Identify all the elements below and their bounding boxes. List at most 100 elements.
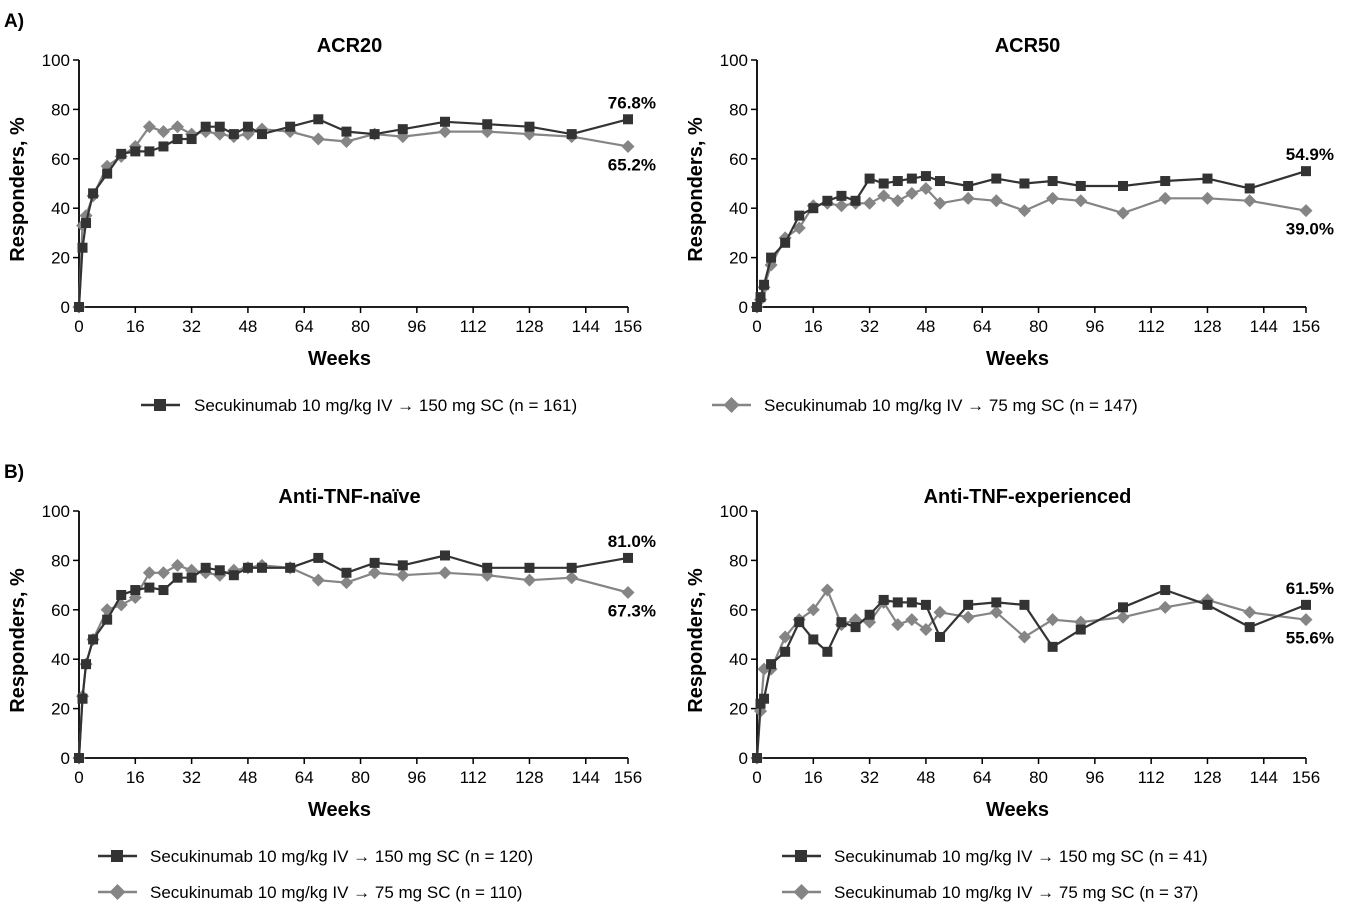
chart-acr20: ACR20 0 20 40 60 80 100 0 16 32 48 64 80 96 112 128 144 1… [7,35,656,370]
data-point-square [836,190,847,201]
x-tick-label: 156 [614,768,642,787]
y-tick-label: 80 [51,100,70,119]
data-point-diamond [919,623,933,637]
data-point-square [1202,599,1213,610]
legend-b-right: Secukinumab 10 mg/kg IV → 150 mg SC (n =… [782,847,1208,902]
chart-title: ACR50 [995,35,1061,57]
x-tick-label: 80 [351,768,370,787]
data-point-square [102,614,113,625]
y-tick-label: 20 [51,249,70,268]
data-point-diamond [171,558,185,572]
data-point-square [1202,173,1213,184]
x-tick-label: 48 [916,768,935,787]
legend-label: Secukinumab 10 mg/kg IV → 75 mg SC (n = … [150,883,522,902]
x-tick-label: 0 [752,317,761,336]
y-tick-label: 40 [51,650,70,669]
panel-label-b: B) [4,462,24,483]
data-point-diamond [1046,191,1060,205]
data-point-diamond [1299,613,1313,627]
x-tick-label: 144 [572,768,600,787]
data-point-square [88,634,99,645]
y-axis-title: Responders, % [685,568,707,713]
legend-label: Secukinumab 10 mg/kg IV → 75 mg SC (n = … [764,396,1138,415]
data-point-square [822,195,833,206]
data-point-square [482,119,493,130]
data-point-square [369,557,380,568]
legend-a: Secukinumab 10 mg/kg IV → 150 mg SC (n =… [141,396,1138,415]
data-point-diamond [621,139,635,153]
data-point-square [1301,599,1311,610]
x-tick-label: 80 [1029,317,1048,336]
x-tick-label: 96 [407,768,426,787]
y-tick-label: 40 [729,199,748,218]
x-axis-title: Weeks [986,799,1049,821]
y-tick-label: 0 [739,749,748,768]
chart-title: Anti-TNF-experienced [924,486,1132,508]
data-point-square [1244,622,1255,633]
data-point-square [1047,176,1058,187]
x-tick-label: 128 [1193,317,1221,336]
data-point-diamond [522,573,536,587]
data-point-square [766,659,777,670]
data-point-diamond [891,194,905,208]
square-marker-icon [111,850,123,862]
data-point-square [906,173,917,184]
data-point-square [623,552,633,563]
data-point-square [74,302,84,312]
data-point-diamond [339,135,353,149]
chart-title: Anti-TNF-naïve [278,486,420,508]
legend-label: Secukinumab 10 mg/kg IV → 150 mg SC (n =… [834,847,1208,866]
x-tick-label: 16 [126,768,145,787]
data-point-diamond [1158,191,1172,205]
data-point-square [524,121,535,132]
data-point-square [130,585,141,596]
data-point-square [524,562,535,573]
x-tick-label: 0 [752,768,761,787]
data-point-square [77,242,88,253]
data-point-diamond [933,605,947,619]
x-tick-label: 32 [182,317,201,336]
x-tick-label: 0 [74,768,83,787]
data-point-square [766,252,777,263]
data-point-diamond [1116,610,1130,624]
end-value-label-150mg: 76.8% [608,93,656,112]
data-point-diamond [438,125,452,139]
x-tick-label: 64 [973,768,992,787]
y-tick-label: 40 [51,199,70,218]
x-tick-label: 128 [1193,768,1221,787]
y-tick-label: 100 [720,502,748,521]
y-tick-label: 40 [729,650,748,669]
end-value-label-150mg: 54.9% [1286,145,1334,164]
diamond-marker-icon [793,884,810,900]
data-point-diamond [339,576,353,590]
x-tick-label: 64 [295,317,314,336]
data-point-square [341,126,352,137]
x-tick-label: 16 [804,317,823,336]
data-point-diamond [1158,600,1172,614]
data-point-diamond [834,199,848,213]
x-tick-label: 144 [1250,768,1278,787]
y-tick-label: 60 [51,601,70,620]
data-point-square [116,589,127,600]
data-point-square [752,302,762,312]
data-point-square [81,218,92,229]
data-point-diamond [989,605,1003,619]
data-point-diamond [1017,630,1031,644]
data-point-diamond [919,181,933,195]
x-tick-label: 64 [973,317,992,336]
x-tick-label: 32 [860,768,879,787]
data-point-square [920,599,931,610]
series-line-150mg [755,588,1307,759]
data-point-diamond [156,566,170,580]
data-point-square [200,562,211,573]
legend-b-right-item-150: Secukinumab 10 mg/kg IV → 150 mg SC (n =… [782,847,1208,866]
data-point-diamond [961,191,975,205]
y-tick-label: 20 [729,700,748,719]
data-point-square [935,176,945,187]
data-point-diamond [1017,204,1031,218]
data-point-square [1118,180,1128,191]
data-point-square [566,562,577,573]
y-tick-label: 80 [729,100,748,119]
x-tick-label: 156 [1292,768,1320,787]
x-tick-label: 144 [572,317,600,336]
